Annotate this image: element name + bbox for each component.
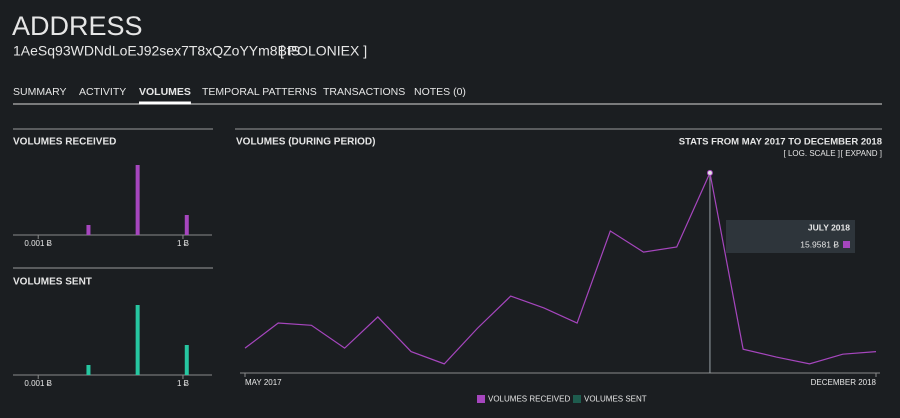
tab[interactable]: TRANSACTIONS [323,86,405,98]
bar [86,365,91,375]
tab[interactable]: ACTIVITY [79,86,126,98]
page-title: ADDRESS [12,11,143,41]
legend-label[interactable]: VOLUMES RECEIVED [488,395,570,404]
tab[interactable]: NOTES (0) [414,86,466,98]
chart-title: VOLUMES (DURING PERIOD) [236,137,375,148]
x-tick-label: DECEMBER 2018 [811,378,877,387]
x-tick-label: MAY 2017 [245,378,282,387]
bar [135,165,140,235]
bar [86,225,91,235]
bar [135,305,140,375]
address: 1AeSq93WDNdLoEJ92sex7T8xQZoYYm8BtS [13,43,300,59]
bar [184,215,189,235]
chart-subtitle: STATS FROM MAY 2017 TO DECEMBER 2018 [679,137,882,148]
tooltip [726,220,855,253]
x-tick-label: 0.001 Ƀ [24,379,52,388]
legend-swatch[interactable] [477,395,485,403]
panel-title: VOLUMES SENT [13,277,92,288]
x-tick-label: 0.001 Ƀ [24,239,52,248]
log-scale-toggle[interactable]: [ LOG. SCALE ] [784,149,840,158]
panel-title: VOLUMES RECEIVED [13,137,116,148]
tooltip-title: JULY 2018 [808,222,850,232]
exchange-tag[interactable]: [ POLONIEX ] [280,43,367,59]
tab[interactable]: TEMPORAL PATTERNS [202,86,317,98]
x-tick-label: 1 Ƀ [177,379,189,388]
tab[interactable]: VOLUMES [139,86,191,98]
tooltip-swatch [843,241,850,248]
legend-label[interactable]: VOLUMES SENT [584,395,647,404]
expand-toggle[interactable]: [ EXPAND ] [841,149,882,158]
bar [184,345,189,375]
legend-swatch[interactable] [573,395,581,403]
tooltip-value: 15.9581 Ƀ [800,239,839,249]
line-series [244,170,877,365]
hover-point [706,169,713,176]
x-tick-label: 1 Ƀ [177,239,189,248]
tab[interactable]: SUMMARY [13,86,66,98]
